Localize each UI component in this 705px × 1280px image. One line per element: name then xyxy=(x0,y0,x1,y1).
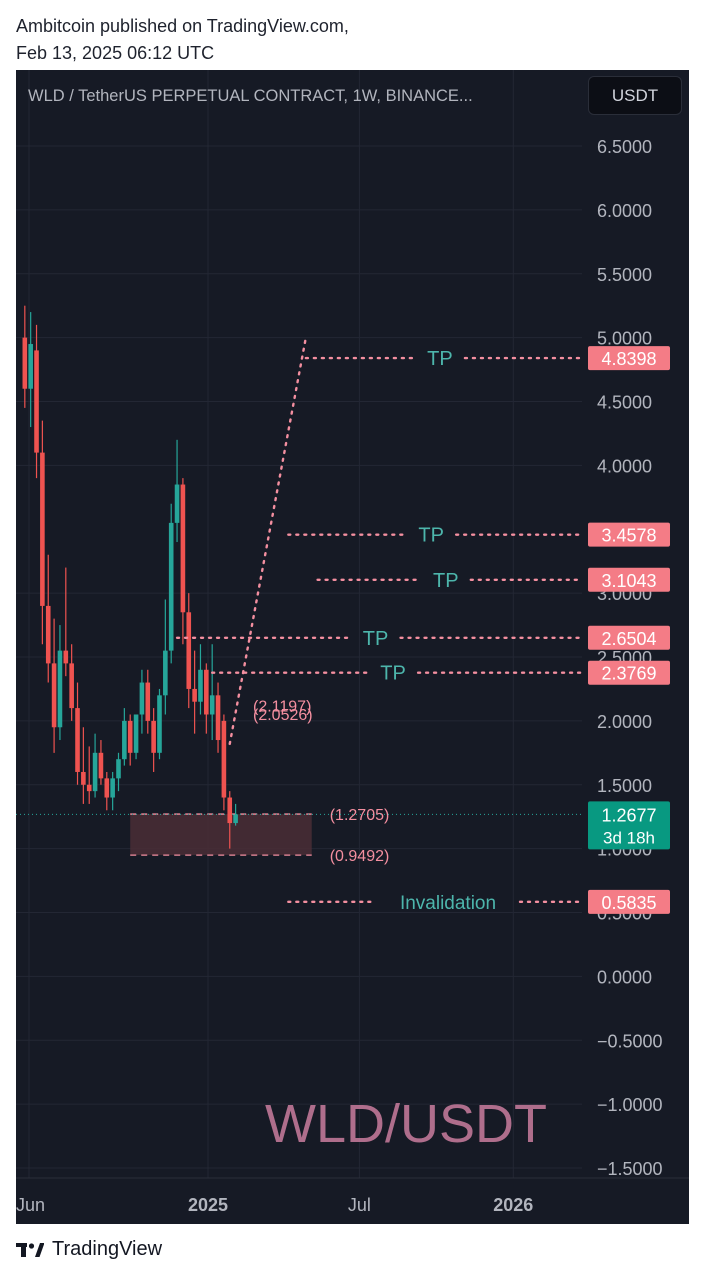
publish-date: Feb 13, 2025 06:12 UTC xyxy=(16,43,215,63)
x-axis-tick-label: Jul xyxy=(348,1195,371,1215)
price-tag xyxy=(588,567,670,592)
candle-body xyxy=(139,682,145,715)
y-axis-tick-label: 6.0000 xyxy=(597,201,652,221)
price-tag xyxy=(588,889,670,914)
price-tag xyxy=(588,346,670,371)
candle-body xyxy=(151,720,156,753)
candle-body xyxy=(98,752,104,779)
y-axis-tick-label: 5.0000 xyxy=(597,329,652,349)
x-axis-tick-label: Jun xyxy=(16,1195,45,1215)
candle-body xyxy=(92,752,98,792)
chart-panel[interactable]: WLD/USDT (1.2705) (0.9492) (2.1197) (2.0526)… xyxy=(16,70,689,1224)
chart-background xyxy=(16,70,689,1224)
x-axis-tick-label: 2025 xyxy=(188,1195,228,1215)
y-axis-tick-label: 6.5000 xyxy=(597,137,652,157)
tp-label: TP xyxy=(418,525,444,547)
annotation-label: (2.0526) xyxy=(253,707,313,724)
candle-body xyxy=(45,605,51,664)
y-axis-tick-label: −1.0000 xyxy=(597,1095,663,1115)
invalidation-label: Invalidation xyxy=(400,893,496,914)
candle-body xyxy=(180,484,186,613)
candle-body xyxy=(34,350,39,453)
brand-name: TradingView xyxy=(52,1238,163,1260)
symbol-title[interactable]: WLD / TetherUS PERPETUAL CONTRACT, 1W, B… xyxy=(28,87,473,105)
candle-body xyxy=(104,778,110,798)
publisher-line: Ambitcoin published on TradingView.com, xyxy=(16,16,349,36)
zone-top-label: (1.2705) xyxy=(330,807,390,824)
tp-label: TP xyxy=(380,663,406,685)
candle-body xyxy=(227,797,233,824)
tp-label: TP xyxy=(427,348,453,370)
candle-body xyxy=(22,337,28,389)
currency-button[interactable]: USDT xyxy=(588,76,682,115)
x-axis-tick-label: 2026 xyxy=(493,1195,533,1215)
y-axis-tick-label: 5.5000 xyxy=(597,265,652,285)
price-tag xyxy=(588,522,670,547)
price-tag xyxy=(588,625,670,650)
candle-body xyxy=(215,695,221,741)
candle-body xyxy=(127,720,133,753)
candle-body xyxy=(122,720,127,760)
candle-body xyxy=(163,650,168,696)
y-axis-tick-label: 2.0000 xyxy=(597,712,652,732)
candle-body xyxy=(192,688,197,702)
candle-body xyxy=(198,669,203,702)
candle-body xyxy=(133,714,139,753)
y-axis-tick-label: 1.5000 xyxy=(597,776,652,796)
price-tag-label: 0.5835 xyxy=(601,893,656,913)
candle-body xyxy=(75,708,80,772)
annotation-label: (2.1197) xyxy=(253,699,311,716)
zone-bottom-label: (0.9492) xyxy=(330,848,390,865)
candle-body xyxy=(63,650,69,664)
tradingview-logo-icon xyxy=(16,1242,44,1257)
price-tag-label: 2.3769 xyxy=(601,664,656,684)
y-axis-tick-label: 4.0000 xyxy=(597,456,652,476)
candle-body xyxy=(116,759,121,779)
candle-body xyxy=(221,720,227,798)
candle-body xyxy=(51,663,57,728)
candle-body xyxy=(57,650,63,728)
current-price-label: 1.2677 xyxy=(601,805,656,825)
y-axis-tick-label: −1.5000 xyxy=(597,1159,663,1179)
price-tag-label: 4.8398 xyxy=(601,349,656,369)
watermark: WLD/USDT xyxy=(265,1094,547,1154)
candle-body xyxy=(168,522,174,651)
candle-body xyxy=(69,663,74,709)
tp-label: TP xyxy=(363,628,389,650)
tp-label: TP xyxy=(433,570,459,592)
demand-zone xyxy=(130,814,312,856)
y-axis-tick-label: −0.5000 xyxy=(597,1031,663,1051)
candle-body xyxy=(186,612,192,689)
price-tag-label: 2.6504 xyxy=(601,629,656,649)
candle-body xyxy=(81,771,86,785)
candle-body xyxy=(86,784,92,792)
candle-body xyxy=(174,484,180,523)
y-axis-tick-label: 4.5000 xyxy=(597,393,652,413)
price-tag-label: 3.4578 xyxy=(601,526,656,546)
projection-line xyxy=(228,336,308,746)
candle-body xyxy=(40,452,45,606)
candle-body xyxy=(28,344,33,389)
candle-body xyxy=(157,695,162,753)
y-axis-tick-label: 0.0000 xyxy=(597,967,652,987)
price-tag xyxy=(588,660,670,685)
candle-body xyxy=(204,669,209,715)
candle-body xyxy=(209,695,215,715)
tradingview-logo[interactable]: TradingView xyxy=(16,1238,162,1261)
bar-countdown-label: 3d 18h xyxy=(603,828,655,847)
candle-body xyxy=(145,682,151,721)
current-price-tag xyxy=(588,801,670,850)
price-tag-label: 3.1043 xyxy=(601,571,656,591)
candle-body xyxy=(110,778,115,798)
candle-body xyxy=(233,814,238,824)
price-chart[interactable]: WLD/USDT (1.2705) (0.9492) (2.1197)(2.0526)… xyxy=(16,70,689,1224)
